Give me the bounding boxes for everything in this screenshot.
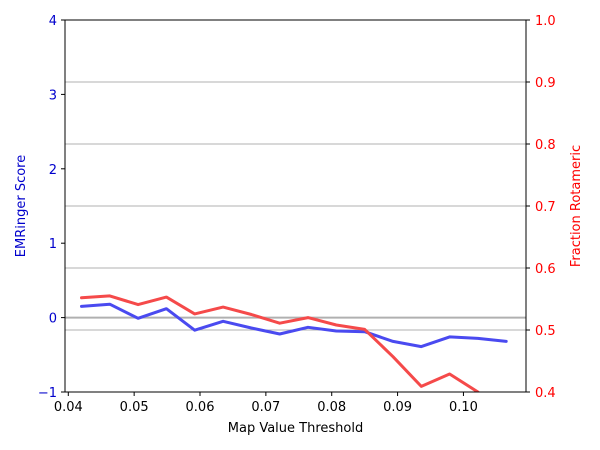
x-tick-label: 0.08 <box>317 400 346 415</box>
right-y-axis-label: Fraction Rotameric <box>569 145 584 267</box>
right-y-tick-label: 1.0 <box>535 14 556 29</box>
left-y-tick-label: −1 <box>38 386 57 401</box>
left-y-axis-ticks: −1 0 1 2 3 4 <box>38 14 65 401</box>
series-layer <box>80 294 508 392</box>
x-tick-label: 0.06 <box>186 400 215 415</box>
right-y-axis-ticks: 0.4 0.5 0.6 0.7 0.8 0.9 1.0 <box>526 14 556 401</box>
x-tick-label: 0.04 <box>54 400 83 415</box>
right-y-tick-label: 0.5 <box>535 324 556 339</box>
x-axis-label: Map Value Threshold <box>228 421 363 436</box>
x-tick-label: 0.05 <box>120 400 149 415</box>
x-tick-label: 0.09 <box>383 400 412 415</box>
right-y-tick-label: 0.7 <box>535 200 556 215</box>
right-y-tick-label: 0.8 <box>535 138 556 153</box>
fraction-rotameric-line <box>80 294 480 392</box>
emringer-score-line <box>80 302 508 349</box>
x-axis-ticks: 0.04 0.05 0.06 0.07 0.08 0.09 0.10 <box>54 392 478 415</box>
left-y-tick-label: 3 <box>49 88 57 103</box>
left-y-tick-label: 1 <box>49 237 57 252</box>
right-y-tick-label: 0.6 <box>535 262 556 277</box>
x-tick-label: 0.07 <box>251 400 280 415</box>
left-y-tick-label: 0 <box>49 312 57 327</box>
right-y-tick-label: 0.9 <box>535 76 556 91</box>
left-y-tick-label: 4 <box>49 14 57 29</box>
left-y-axis-label: EMRinger Score <box>14 155 29 257</box>
x-tick-label: 0.10 <box>449 400 478 415</box>
right-y-tick-label: 0.4 <box>535 386 556 401</box>
left-y-tick-label: 2 <box>49 163 57 178</box>
